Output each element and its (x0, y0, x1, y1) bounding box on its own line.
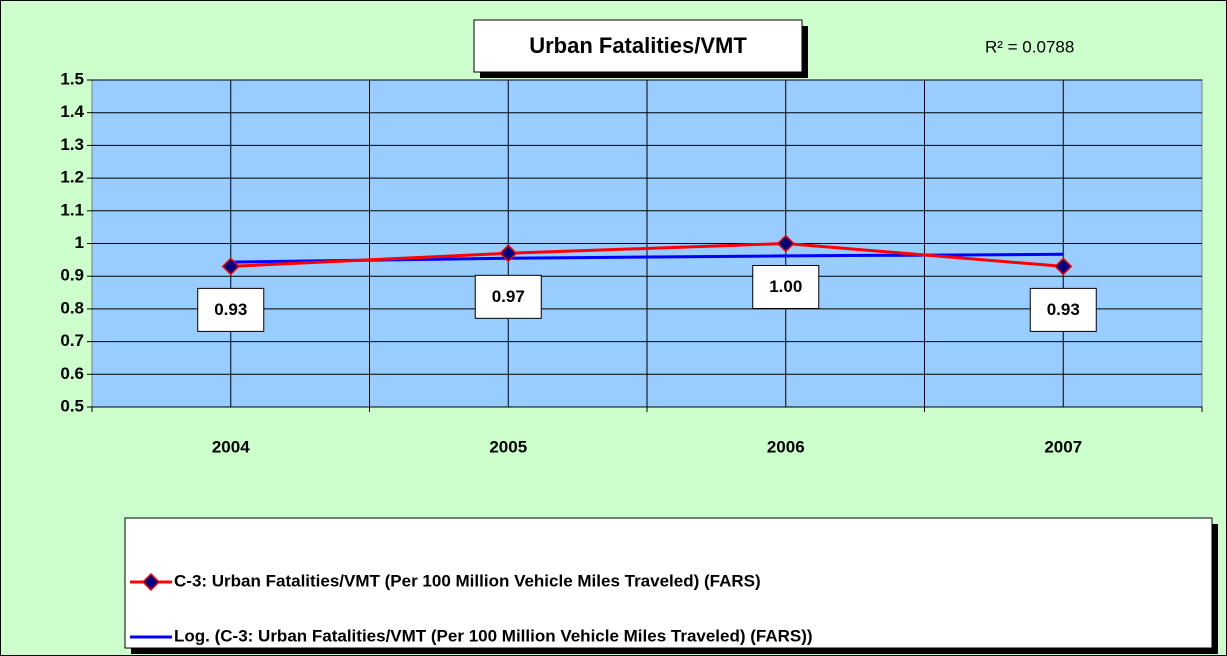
marker (776, 234, 795, 253)
data-label-box (197, 287, 265, 332)
title-box (473, 19, 803, 73)
marker (1054, 257, 1073, 276)
x-tick-label: 2007 (1044, 437, 1082, 456)
y-tick-label: 0.9 (60, 266, 84, 285)
y-tick-label: 1.4 (60, 102, 84, 121)
x-tick-label: 2005 (489, 437, 527, 456)
data-label: 0.93 (1047, 300, 1080, 319)
data-label: 0.97 (492, 287, 525, 306)
legend-label: C-3: Urban Fatalities/VMT (Per 100 Milli… (174, 571, 761, 590)
legend-label: Log. (C-3: Urban Fatalities/VMT (Per 100… (174, 626, 813, 645)
x-tick-label: 2006 (767, 437, 805, 456)
y-tick-label: 1.5 (60, 69, 84, 88)
data-label-box (752, 265, 820, 309)
series-line (230, 241, 1064, 268)
legend-marker (141, 572, 161, 592)
y-tick-label: 1 (75, 233, 84, 252)
y-tick-label: 0.7 (60, 331, 84, 350)
data-label-box (474, 274, 542, 319)
x-tick-label: 2004 (212, 437, 250, 456)
marker (499, 244, 518, 263)
y-tick-label: 0.8 (60, 298, 84, 317)
legend (124, 517, 1213, 649)
y-tick-label: 0.6 (60, 364, 84, 383)
annotation: R² = 0.0788 (985, 37, 1074, 56)
y-tick-label: 1.2 (60, 168, 84, 187)
chart-title: Urban Fatalities/VMT (529, 33, 747, 58)
marker (221, 257, 240, 276)
data-label: 0.93 (214, 300, 247, 319)
y-tick-label: 1.1 (60, 200, 84, 219)
y-tick-label: 1.3 (60, 135, 84, 154)
data-label: 1.00 (769, 277, 802, 296)
y-tick-label: 0.5 (60, 396, 84, 415)
data-label-box (1029, 287, 1097, 332)
